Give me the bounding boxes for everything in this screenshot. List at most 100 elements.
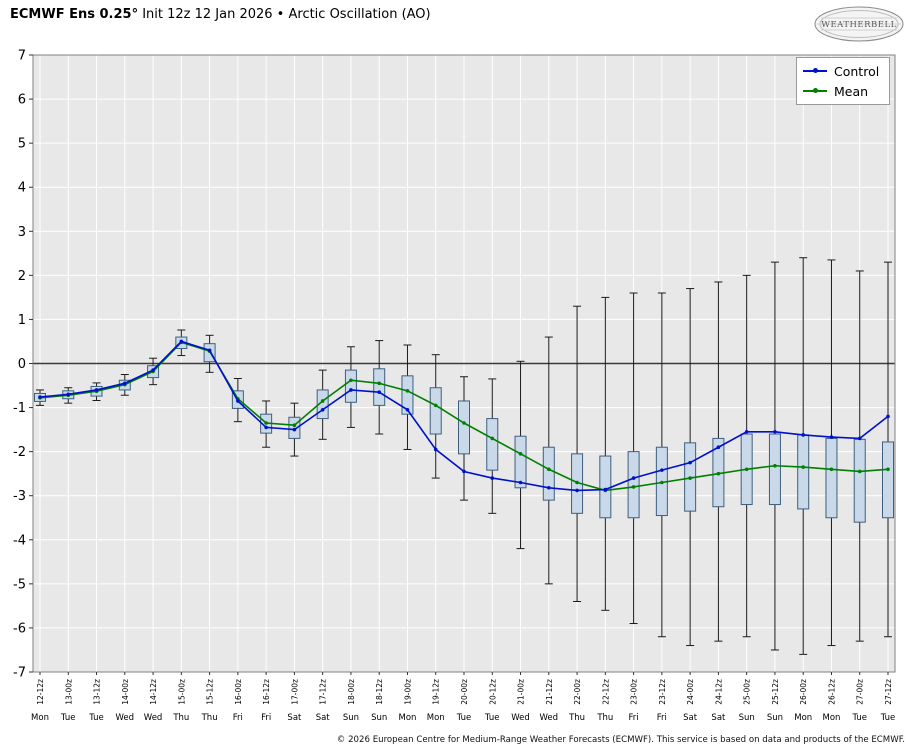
svg-text:-5: -5 [13, 577, 26, 592]
ensemble-box [316, 389, 329, 420]
svg-text:22-00z: 22-00z [573, 679, 582, 705]
ensemble-box [401, 375, 414, 415]
svg-text:Sun: Sun [767, 713, 783, 723]
svg-text:Thu: Thu [172, 713, 189, 723]
mean-marker-icon [813, 88, 818, 93]
ensemble-box [627, 451, 640, 519]
svg-text:2: 2 [18, 269, 26, 284]
svg-text:Mon: Mon [794, 713, 812, 723]
ensemble-box [514, 435, 527, 489]
legend-swatch-mean [803, 88, 827, 93]
svg-text:14-00z: 14-00z [121, 679, 130, 705]
svg-text:14-12z: 14-12z [149, 679, 158, 705]
svg-text:24-00z: 24-00z [686, 679, 695, 705]
svg-text:20-12z: 20-12z [488, 679, 497, 705]
svg-text:17-12z: 17-12z [319, 679, 328, 705]
svg-text:13-00z: 13-00z [64, 679, 73, 705]
svg-text:26-12z: 26-12z [827, 679, 836, 705]
svg-text:26-00z: 26-00z [799, 679, 808, 705]
ensemble-box [599, 455, 612, 519]
svg-text:Mon: Mon [399, 713, 417, 723]
svg-text:22-12z: 22-12z [601, 679, 610, 705]
ensemble-box [853, 438, 866, 523]
svg-text:1: 1 [18, 313, 26, 328]
svg-text:Wed: Wed [116, 713, 135, 723]
svg-text:Sat: Sat [683, 713, 698, 723]
legend-swatch-control [803, 68, 827, 73]
svg-text:Fri: Fri [233, 713, 243, 723]
svg-text:25-00z: 25-00z [743, 679, 752, 705]
svg-text:Tue: Tue [88, 713, 104, 723]
ensemble-box [768, 433, 781, 506]
svg-text:Wed: Wed [511, 713, 530, 723]
ensemble-box [458, 400, 470, 455]
ensemble-box [797, 434, 810, 510]
ensemble-box [542, 446, 555, 501]
svg-text:Fri: Fri [261, 713, 271, 723]
svg-text:17-00z: 17-00z [290, 679, 299, 705]
svg-text:Sat: Sat [711, 713, 726, 723]
svg-text:-3: -3 [13, 489, 26, 504]
day-labels: Mon Tue Tue Wed Wed Thu Thu Fri Fri Sat Sat Sun Sun M… [31, 713, 895, 723]
svg-text:Sat: Sat [316, 713, 331, 723]
weatherbell-logo: WEATHERBELL [814, 6, 904, 42]
svg-text:Thu: Thu [201, 713, 218, 723]
ensemble-box [429, 387, 442, 435]
svg-text:13-12z: 13-12z [93, 679, 102, 705]
chart-title-subject: Init 12z 12 Jan 2026 • Arctic Oscillatio… [138, 7, 431, 22]
svg-text:5: 5 [18, 137, 26, 152]
svg-text:Sat: Sat [287, 713, 302, 723]
svg-text:Mon: Mon [823, 713, 841, 723]
svg-text:-1: -1 [13, 401, 26, 416]
svg-text:24-12z: 24-12z [714, 679, 723, 705]
svg-text:Mon: Mon [31, 713, 49, 723]
svg-text:-2: -2 [13, 445, 26, 460]
ensemble-box [825, 437, 838, 519]
svg-text:Tue: Tue [60, 713, 76, 723]
svg-text:15-12z: 15-12z [206, 679, 215, 705]
svg-text:23-12z: 23-12z [658, 679, 667, 705]
svg-text:Sun: Sun [739, 713, 755, 723]
svg-text:Wed: Wed [144, 713, 163, 723]
copyright-text: © 2026 European Centre for Medium-Range … [336, 735, 905, 745]
svg-text:27-00z: 27-00z [856, 679, 865, 705]
svg-text:-4: -4 [13, 533, 26, 548]
control-line [38, 339, 890, 493]
ensemble-box [486, 418, 499, 471]
svg-text:18-00z: 18-00z [347, 679, 356, 705]
svg-text:Thu: Thu [568, 713, 585, 723]
svg-text:Tue: Tue [456, 713, 472, 723]
svg-text:16-00z: 16-00z [234, 679, 243, 705]
legend-item-control: Control [803, 61, 883, 81]
svg-text:Thu: Thu [596, 713, 613, 723]
chart-title: ECMWF Ens 0.25° Init 12z 12 Jan 2026 • A… [10, 7, 431, 22]
svg-text:21-12z: 21-12z [545, 679, 554, 705]
chart-title-model: ECMWF Ens 0.25° [10, 7, 139, 22]
svg-text:Tue: Tue [484, 713, 500, 723]
control-marker-icon [813, 68, 818, 73]
x-axis-labels: 12-12z 13-00z 13-12z 14-00z 14-12z 15-00z 15-1… [36, 672, 893, 705]
svg-text:Wed: Wed [540, 713, 559, 723]
ensemble-box [344, 369, 357, 403]
svg-text:Tue: Tue [851, 713, 867, 723]
svg-text:19-12z: 19-12z [432, 679, 441, 705]
legend: Control Mean [796, 57, 890, 105]
svg-text:16-12z: 16-12z [262, 679, 271, 705]
svg-text:15-00z: 15-00z [177, 679, 186, 705]
svg-text:4: 4 [18, 181, 26, 196]
svg-text:3: 3 [18, 225, 26, 240]
svg-text:Fri: Fri [657, 713, 667, 723]
ensemble-box [373, 368, 386, 406]
svg-text:Tue: Tue [880, 713, 896, 723]
svg-text:27-12z: 27-12z [884, 679, 893, 705]
svg-text:19-00z: 19-00z [403, 679, 412, 705]
svg-text:-7: -7 [13, 666, 26, 681]
svg-text:-6: -6 [13, 621, 26, 636]
svg-text:Sun: Sun [343, 713, 359, 723]
svg-text:0: 0 [18, 357, 26, 372]
svg-text:7: 7 [18, 49, 26, 64]
svg-text:Fri: Fri [629, 713, 639, 723]
ensemble-box [882, 441, 894, 519]
svg-text:Mon: Mon [427, 713, 445, 723]
